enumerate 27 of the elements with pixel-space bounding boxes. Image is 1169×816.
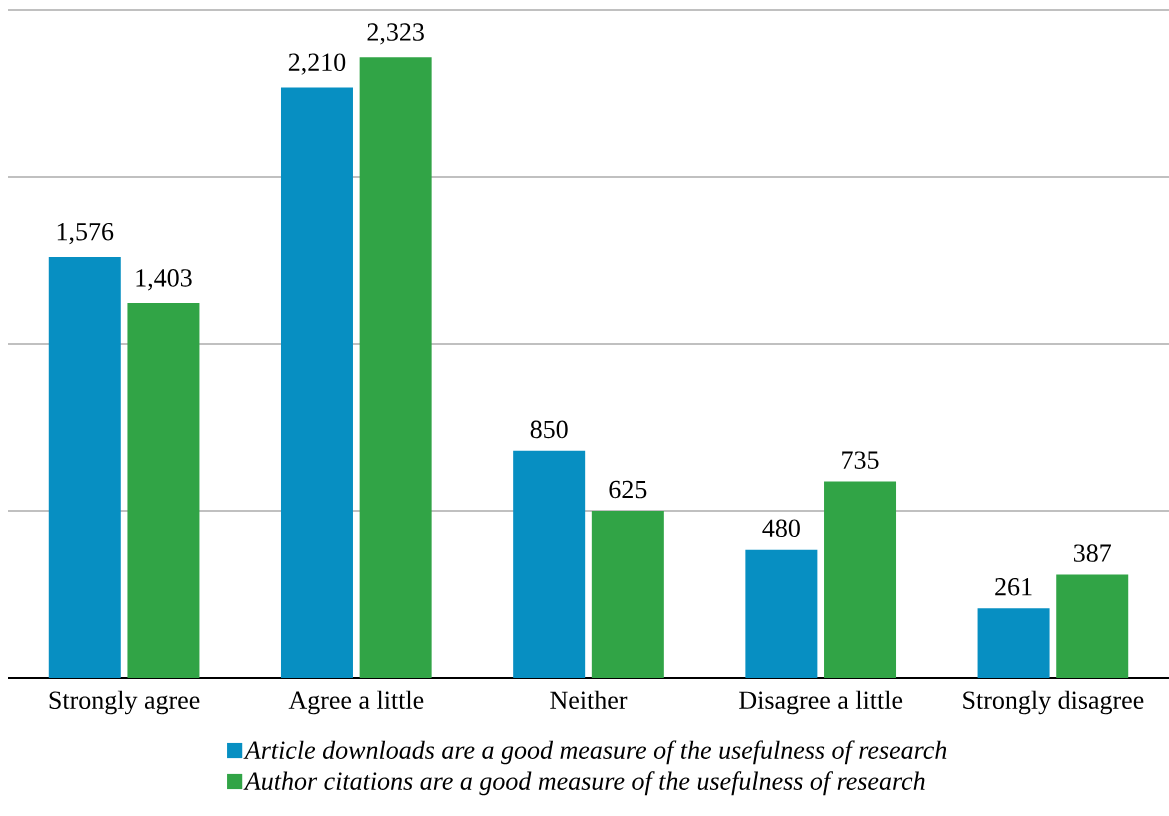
data-label: 1,403 [136, 269, 192, 291]
bar [48, 256, 121, 678]
data-label: 1,576 [57, 222, 114, 245]
x-tick-label: Neither [550, 690, 628, 709]
x-tick-label: Strongly agree [49, 690, 200, 715]
legend-label: Author citations are a good measure of the usefulness of research [243, 771, 925, 796]
bar [977, 608, 1050, 678]
data-label: 735 [842, 451, 879, 469]
x-tick-label: Agree a little [288, 690, 424, 715]
bar [1056, 574, 1129, 678]
x-tick-label: Strongly disagree [963, 690, 1144, 715]
data-label: 2,210 [288, 53, 346, 75]
data-label: 2,323 [367, 23, 424, 45]
bar [359, 57, 432, 678]
bar [280, 87, 353, 678]
bar [591, 510, 664, 678]
data-label: 387 [1073, 544, 1111, 562]
data-label: 625 [609, 480, 647, 499]
bar [513, 450, 586, 678]
data-label: 850 [530, 420, 568, 439]
data-label: 261 [995, 578, 1032, 596]
x-tick-label: Disagree a little [739, 690, 903, 715]
data-label: 480 [762, 519, 800, 538]
bar [127, 303, 200, 678]
legend-label: Article downloads are a good measure of the usefulness of research [243, 740, 947, 765]
bar [824, 481, 897, 678]
bar [745, 549, 818, 678]
